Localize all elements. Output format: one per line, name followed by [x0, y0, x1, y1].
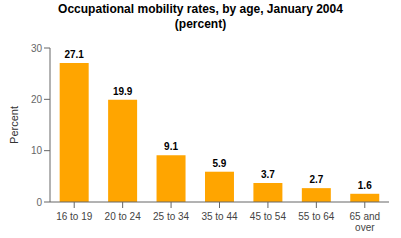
svg-text:20 to 24: 20 to 24: [105, 211, 142, 222]
svg-text:3.7: 3.7: [261, 169, 275, 180]
svg-text:30: 30: [31, 43, 43, 54]
svg-text:10: 10: [31, 145, 43, 156]
svg-text:45 to 54: 45 to 54: [250, 211, 287, 222]
svg-text:25 to 34: 25 to 34: [153, 211, 190, 222]
svg-text:16 to 19: 16 to 19: [56, 211, 93, 222]
html-text:(percent): (percent): [174, 17, 227, 31]
svg-text:1.6: 1.6: [358, 180, 372, 191]
svg-text:20: 20: [31, 94, 43, 105]
svg-text:0: 0: [36, 197, 42, 208]
svg-text:Percent: Percent: [8, 106, 20, 144]
html-text:Occupational mobility rates, b: Occupational mobility rates, by age, Jan…: [58, 2, 343, 16]
svg-text:27.1: 27.1: [64, 49, 84, 60]
svg-text:2.7: 2.7: [309, 174, 323, 185]
svg-text:35 to 44: 35 to 44: [201, 211, 238, 222]
svg-text:55 to 64: 55 to 64: [298, 211, 335, 222]
svg-text:65 andover: 65 andover: [349, 211, 380, 233]
svg-text:19.9: 19.9: [113, 86, 133, 97]
svg-text:9.1: 9.1: [164, 141, 178, 152]
svg-text:5.9: 5.9: [213, 158, 227, 169]
